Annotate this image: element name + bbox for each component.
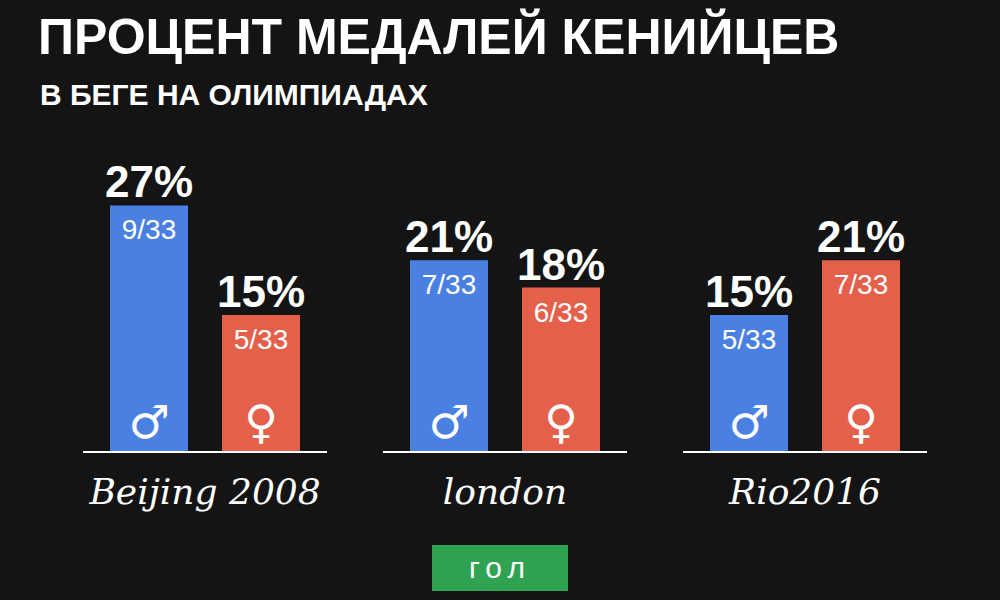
svg-text:london: london — [443, 471, 567, 512]
svg-text:5/33: 5/33 — [234, 324, 289, 355]
svg-text:♀: ♀ — [544, 395, 578, 449]
svg-text:21%: 21% — [817, 212, 905, 261]
svg-text:21%: 21% — [405, 212, 493, 261]
svg-text:15%: 15% — [217, 267, 305, 316]
svg-text:♂: ♂ — [728, 395, 769, 449]
svg-text:Beijing 2008: Beijing 2008 — [88, 471, 320, 512]
svg-text:15%: 15% — [705, 267, 793, 316]
svg-text:9/33: 9/33 — [122, 214, 177, 245]
svg-text:27%: 27% — [105, 157, 193, 206]
svg-text:Rio2016: Rio2016 — [728, 471, 881, 512]
svg-text:♀: ♀ — [844, 395, 878, 449]
svg-text:6/33: 6/33 — [534, 297, 589, 328]
svg-text:7/33: 7/33 — [834, 269, 889, 300]
html-text:ПРОЦЕНТ МЕДАЛЕЙ КЕНИЙЦЕВ: ПРОЦЕНТ МЕДАЛЕЙ КЕНИЙЦЕВ — [38, 9, 840, 65]
svg-text:7/33: 7/33 — [422, 269, 477, 300]
svg-text:♂: ♂ — [128, 395, 169, 449]
svg-text:18%: 18% — [517, 240, 605, 289]
html-text:гол: гол — [469, 551, 531, 584]
html-text:В БЕГЕ НА ОЛИМПИАДАХ: В БЕГЕ НА ОЛИМПИАДАХ — [40, 78, 428, 111]
svg-text:♂: ♂ — [428, 395, 469, 449]
svg-text:♀: ♀ — [244, 395, 278, 449]
svg-text:5/33: 5/33 — [722, 324, 777, 355]
